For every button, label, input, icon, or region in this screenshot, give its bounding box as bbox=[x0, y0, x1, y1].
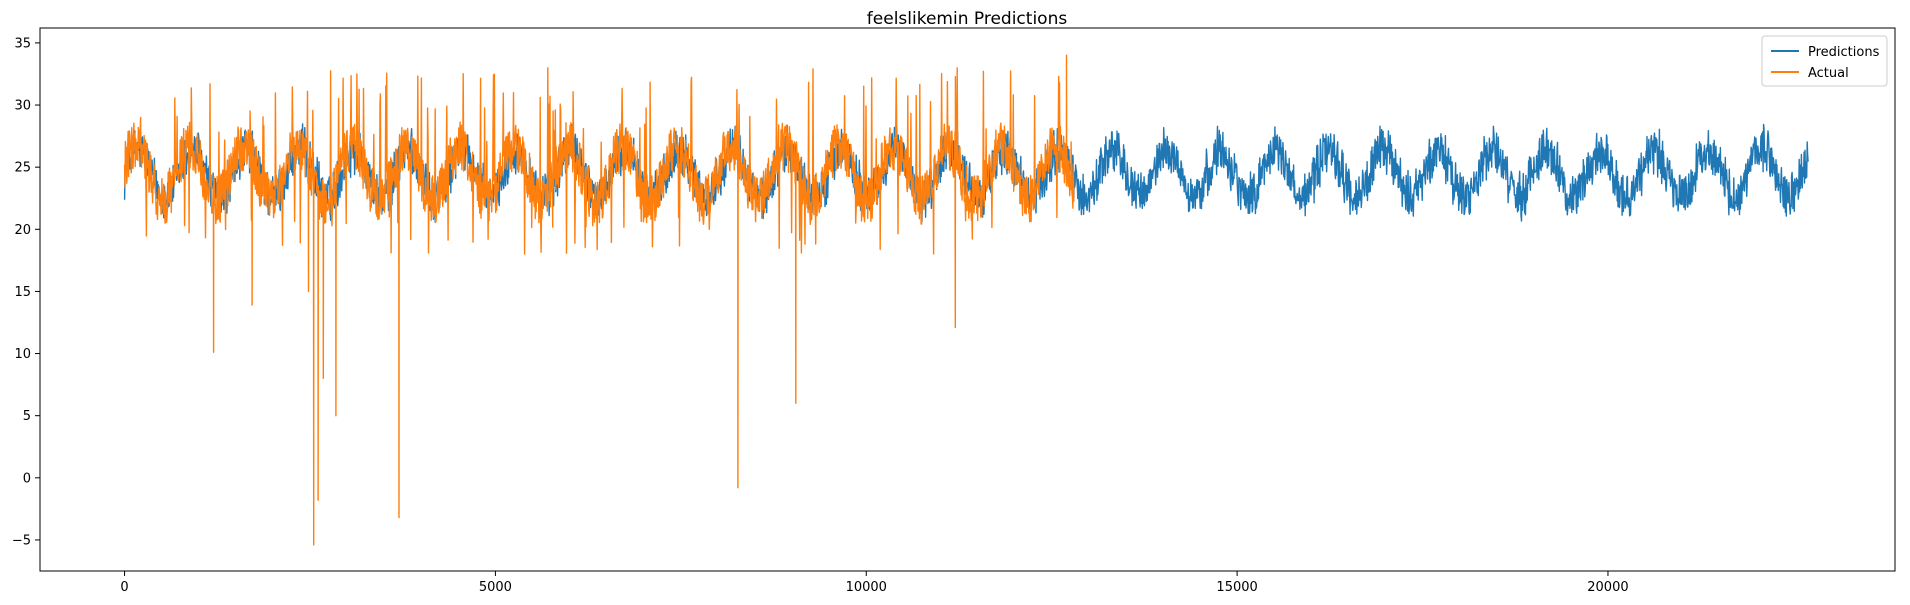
y-tick-label: 0 bbox=[23, 471, 31, 486]
legend: Predictions Actual bbox=[1761, 35, 1888, 87]
y-tick-label: 10 bbox=[14, 347, 31, 362]
x-tick-label: 0 bbox=[120, 580, 128, 595]
y-tick-label: 35 bbox=[14, 36, 31, 51]
y-tick-label: 30 bbox=[14, 99, 31, 114]
x-tick-label: 20000 bbox=[1587, 580, 1628, 595]
series-layer bbox=[123, 54, 1809, 546]
x-tick-label: 5000 bbox=[479, 580, 512, 595]
plot-area: 0 5000 10000 15000 20000 −5 0 5 10 15 20 25 30 35 bbox=[12, 27, 1896, 595]
y-tick-label: 15 bbox=[14, 285, 31, 300]
y-tick-label: −5 bbox=[12, 533, 31, 548]
chart-title: feelslikemin Predictions bbox=[867, 9, 1068, 29]
actual-line bbox=[123, 54, 1075, 546]
y-axis: −5 0 5 10 15 20 25 30 35 bbox=[12, 36, 40, 548]
legend-box bbox=[1761, 35, 1888, 87]
y-tick-label: 5 bbox=[23, 409, 31, 424]
x-tick-label: 10000 bbox=[846, 580, 887, 595]
legend-label-actual: Actual bbox=[1808, 66, 1849, 81]
legend-label-predictions: Predictions bbox=[1808, 45, 1880, 60]
x-axis: 0 5000 10000 15000 20000 bbox=[120, 571, 1629, 595]
x-tick-label: 15000 bbox=[1216, 580, 1257, 595]
y-tick-label: 20 bbox=[14, 223, 31, 238]
y-tick-label: 25 bbox=[14, 161, 31, 176]
plot-frame bbox=[39, 27, 1896, 572]
